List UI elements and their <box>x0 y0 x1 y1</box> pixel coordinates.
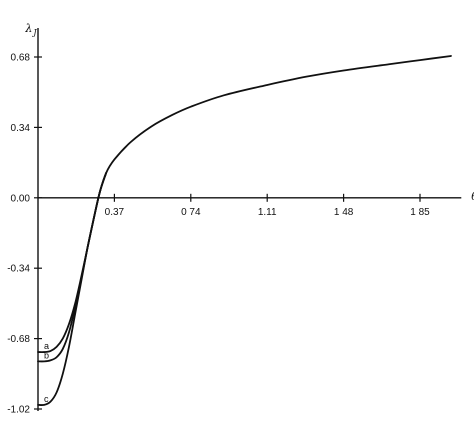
series-label-a: a <box>44 341 49 351</box>
series-line-c <box>37 55 452 406</box>
axes <box>37 28 462 411</box>
y-tick-label: -1.02 <box>7 405 30 416</box>
x-tick-label: 0 74 <box>181 207 201 218</box>
y-axis-label: λJ <box>24 22 37 37</box>
ticks: 0.68 0.34 0.00 -0.34 -0.68 -1.02 0.37 0 74 1.11 1… <box>7 53 430 416</box>
x-tick-label: 0.37 <box>105 207 125 218</box>
x-tick-label: 1 85 <box>410 207 430 218</box>
y-tick-label: 0.68 <box>11 53 31 64</box>
labels: λJ θJ ab c <box>24 22 474 404</box>
y-tick-label: -0.68 <box>7 334 30 345</box>
series-group <box>37 55 452 406</box>
y-tick-label: -0.34 <box>7 264 30 275</box>
series-label-b: b <box>44 350 49 360</box>
y-tick-label: 0.34 <box>11 123 31 134</box>
series-line-a <box>37 172 108 354</box>
series-label-c: c <box>44 394 49 404</box>
x-axis-label: θJ <box>471 190 474 205</box>
x-tick-label: 1 48 <box>334 207 354 218</box>
y-tick-label: 0.00 <box>11 193 31 204</box>
x-tick-label: 1.11 <box>258 207 277 218</box>
